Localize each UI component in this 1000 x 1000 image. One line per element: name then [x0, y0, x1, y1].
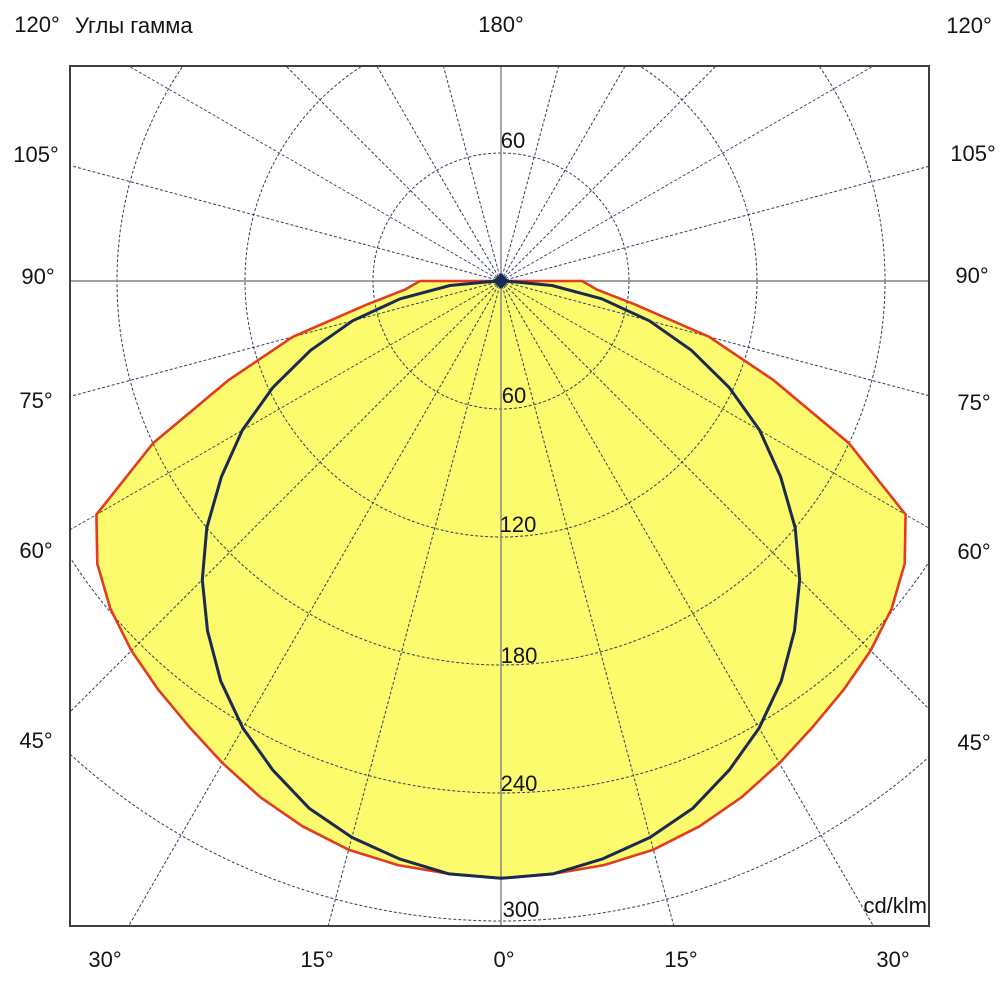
gamma-angle-label-top-0: 120°	[14, 12, 60, 37]
gamma-angle-label-left-1: 90°	[21, 264, 55, 289]
gamma-ray-line	[500, 280, 874, 926]
gamma-angle-label-bottom-2: 0°	[493, 947, 515, 972]
gamma-angle-label-top-1: 180°	[478, 12, 524, 37]
radial-scale-label-5: 300	[502, 897, 540, 922]
gamma-ray-line	[500, 165, 929, 282]
gamma-ray-line	[500, 66, 717, 282]
gamma-ray-line	[128, 280, 502, 926]
gamma-angle-label-bottom-0: 30°	[88, 947, 122, 972]
gamma-angle-label-left-4: 45°	[19, 728, 53, 753]
gamma-angle-label-right-2: 75°	[957, 390, 991, 415]
gamma-angle-label-bottom-1: 15°	[300, 947, 334, 972]
unit-label: cd/klm	[863, 893, 927, 918]
gamma-ray-line	[500, 66, 560, 282]
gamma-ray-line	[70, 280, 502, 713]
chart-title: Углы гамма	[75, 13, 193, 38]
gamma-angle-label-right-1: 90°	[955, 263, 989, 288]
plot-frame	[69, 65, 930, 927]
gamma-ray-line	[70, 280, 502, 531]
gamma-angle-label-left-0: 105°	[13, 142, 59, 167]
gamma-angle-label-right-4: 45°	[957, 730, 991, 755]
gamma-angle-label-top-2: 120°	[946, 13, 992, 38]
gamma-ray-line	[500, 66, 875, 282]
radial-scale-label-2: 120	[499, 512, 537, 537]
gamma-ray-line	[500, 280, 675, 926]
radial-scale-label-0: 60	[500, 128, 526, 153]
gamma-ray-line	[376, 66, 502, 282]
gamma-ray-line	[500, 280, 929, 529]
gamma-angle-label-bottom-4: 30°	[876, 947, 910, 972]
gamma-angle-label-right-0: 105°	[950, 141, 996, 166]
gamma-ray-line	[500, 280, 929, 397]
gamma-ray-line	[327, 280, 502, 926]
gamma-ray-line	[285, 66, 502, 282]
gamma-angle-label-left-3: 60°	[19, 538, 53, 563]
gamma-ray-line	[70, 164, 502, 282]
radial-scale-label-4: 240	[500, 771, 538, 796]
gamma-angle-label-bottom-3: 15°	[664, 947, 698, 972]
pole-marker	[493, 273, 509, 289]
radial-scale-label-3: 180	[500, 643, 538, 668]
gamma-ray-line	[500, 280, 929, 710]
gamma-angle-label-left-2: 75°	[19, 388, 53, 413]
gamma-ray-line	[442, 66, 502, 282]
radial-scale-label-1: 60	[501, 383, 527, 408]
gamma-ray-line	[500, 66, 626, 282]
curve-c90-c270	[200, 279, 802, 880]
gamma-angle-label-right-3: 60°	[957, 539, 991, 564]
gamma-ray-line	[127, 66, 502, 282]
